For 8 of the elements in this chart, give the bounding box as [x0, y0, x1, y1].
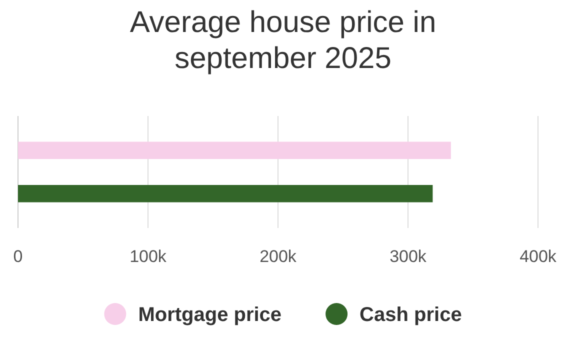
x-tick-label: 400k — [520, 247, 557, 266]
x-tick-label: 0 — [13, 247, 23, 266]
chart-title: Average house price in september 2025 — [130, 6, 436, 75]
x-tick-label: 200k — [260, 247, 297, 266]
x-tick-label: 100k — [130, 247, 167, 266]
x-tick-label: 300k — [390, 247, 427, 266]
legend-label: Cash price — [360, 304, 462, 326]
legend-label: Mortgage price — [138, 304, 282, 326]
